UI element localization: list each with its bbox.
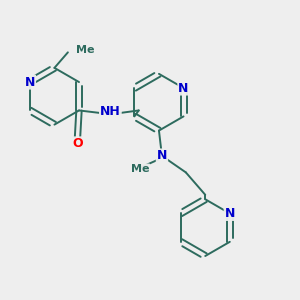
Text: N: N — [225, 207, 235, 220]
Text: N: N — [25, 76, 35, 88]
Text: NH: NH — [100, 104, 121, 118]
Text: Me: Me — [130, 164, 149, 174]
Text: N: N — [157, 149, 167, 163]
Text: N: N — [178, 82, 189, 94]
Text: Me: Me — [76, 45, 95, 55]
Text: O: O — [72, 137, 83, 150]
